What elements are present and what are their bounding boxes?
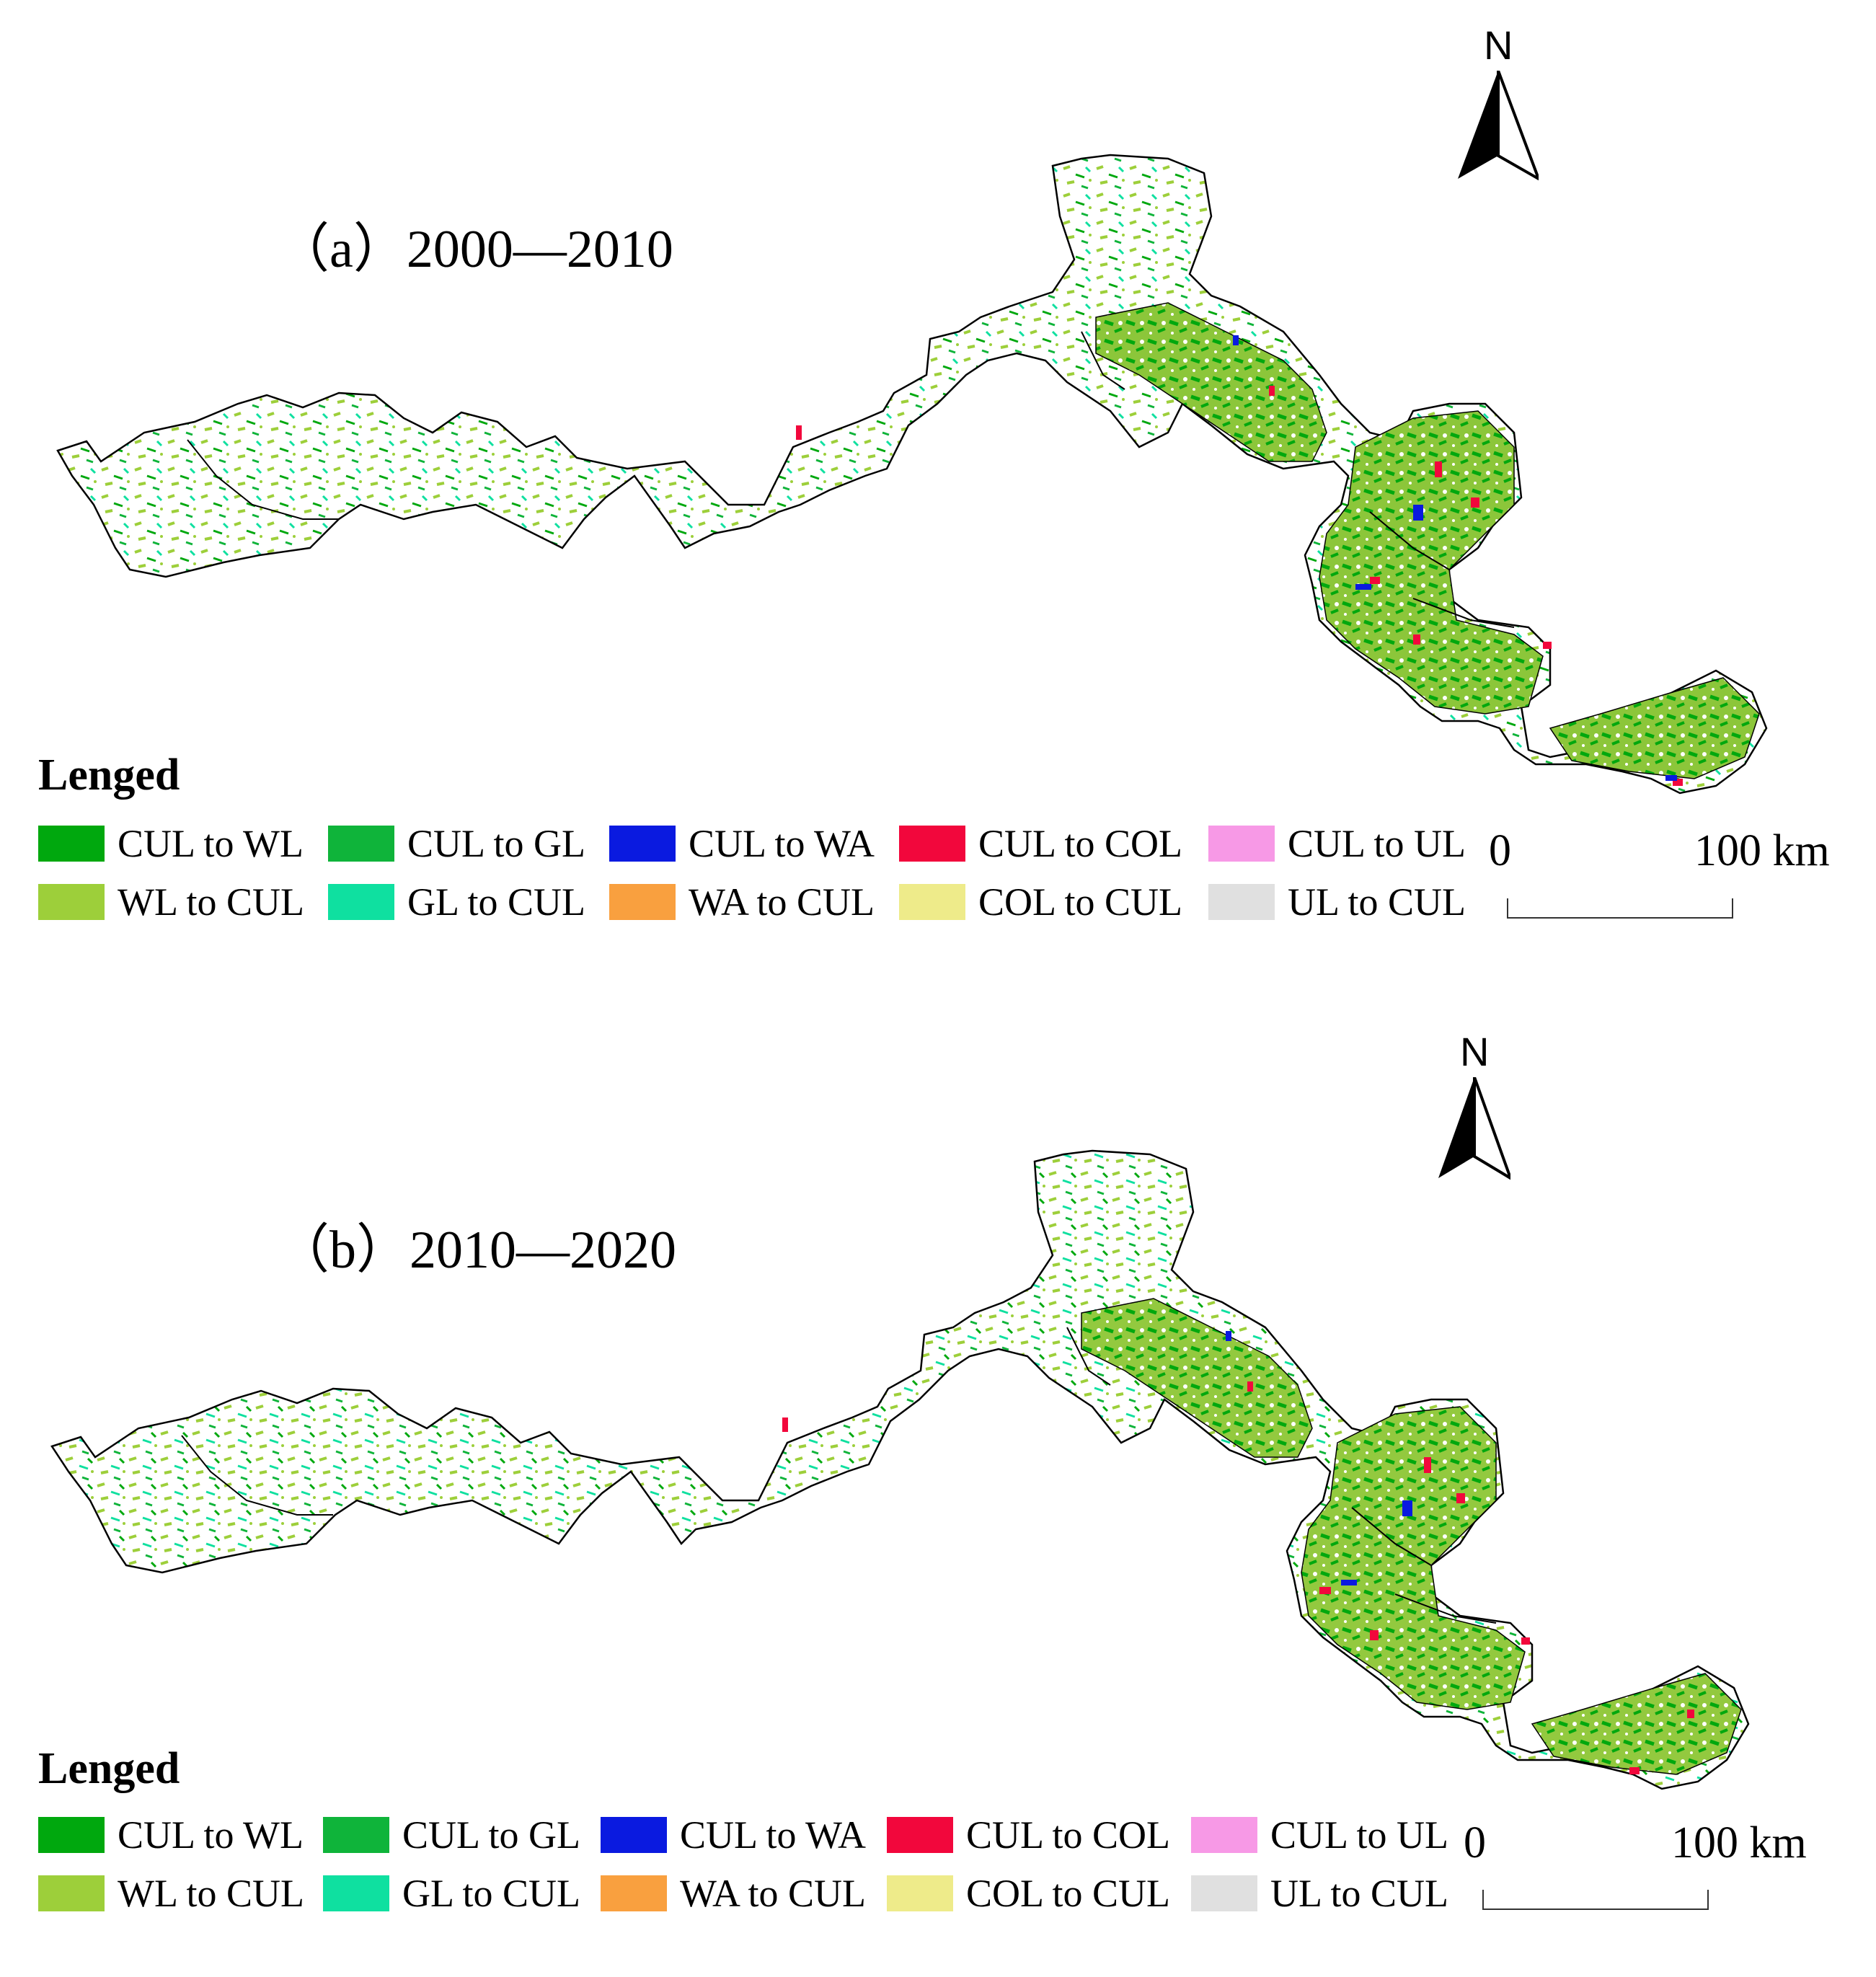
legend-item: WA to CUL (601, 1872, 866, 1915)
scale-end-label: 100 km (1694, 826, 1830, 875)
scale-start-label: 0 (1489, 826, 1511, 875)
legend-item: CUL to WL (38, 822, 304, 865)
legend-item: WA to CUL (609, 880, 875, 924)
scale-end-label: 100 km (1671, 1818, 1807, 1867)
legend-label: CUL to UL (1270, 1813, 1448, 1857)
legend-item: WL to CUL (38, 1872, 304, 1915)
cropland-to-water-patches (1226, 1331, 1412, 1585)
legend-item: UL to CUL (1191, 1872, 1448, 1915)
legend-label: CUL to UL (1288, 822, 1466, 865)
legend-swatch (601, 1817, 667, 1853)
legend-label: CUL to WA (680, 1813, 867, 1857)
scale-start-label: 0 (1464, 1818, 1486, 1867)
dense-cropland-change-zone (1531, 1673, 1742, 1775)
panel-title: （b）2010—2020 (276, 1221, 676, 1280)
legend-swatch (609, 884, 676, 920)
legend-swatch (323, 1817, 389, 1853)
legend-item: CUL to COL (899, 822, 1182, 865)
panel-title: （a）2000—2010 (276, 220, 673, 279)
legend-swatch (38, 1817, 105, 1853)
legend-item: CUL to COL (887, 1813, 1170, 1857)
legend-swatch (1208, 884, 1275, 920)
county-boundary (1066, 1327, 1111, 1386)
legend-swatch (1208, 826, 1275, 862)
county-boundary (1369, 511, 1450, 570)
legend-label: WL to CUL (118, 1872, 304, 1915)
legend-label: WA to CUL (689, 880, 875, 924)
legend-label: CUL to GL (407, 822, 585, 865)
legend-heading: Lenged (38, 1744, 180, 1793)
legend-label: CUL to WA (689, 822, 875, 865)
legend-label: COL to CUL (966, 1872, 1170, 1915)
legend-item: COL to CUL (887, 1872, 1170, 1915)
legend-item: CUL to WA (601, 1813, 866, 1857)
county-boundary (181, 1435, 333, 1516)
dense-cropland-change-zone (1081, 1298, 1313, 1458)
dense-cropland-change-zone (1319, 410, 1544, 715)
legend-swatch (38, 884, 105, 920)
legend-swatch (887, 1875, 953, 1911)
dense-cropland-change-zone (1301, 1406, 1526, 1710)
legend-label: GL to CUL (407, 880, 585, 924)
north-arrow: N (1438, 1028, 1510, 1187)
legend-item: CUL to UL (1191, 1813, 1448, 1857)
legend-item: CUL to GL (328, 822, 585, 865)
cropland-to-water-patches (1233, 335, 1677, 781)
north-label: N (1484, 22, 1513, 68)
scale-line (1482, 1890, 1709, 1910)
county-boundary (1351, 1507, 1432, 1566)
legend-label: CUL to COL (978, 822, 1182, 865)
legend-swatch (601, 1875, 667, 1911)
scale-line (1507, 898, 1733, 919)
legend-item: CUL to UL (1208, 822, 1466, 865)
legend-item: CUL to WL (38, 1813, 304, 1857)
legend-swatch (38, 826, 105, 862)
north-label: N (1460, 1029, 1490, 1074)
county-boundary (1394, 1593, 1497, 1624)
legend-item: CUL to WA (609, 822, 875, 865)
legend-swatch (328, 884, 394, 920)
legend-item: GL to CUL (328, 880, 585, 924)
legend-swatch (1191, 1817, 1257, 1853)
legend-item: COL to CUL (899, 880, 1182, 924)
land-use-change-map-a (56, 154, 1768, 795)
cropland-to-construction-patches (796, 386, 1683, 786)
map-panel-b: （b）2010—2020 N Lenged CUL to WL CUL to G… (0, 988, 1876, 1977)
legend-swatch (609, 826, 676, 862)
legend-label: UL to CUL (1288, 880, 1466, 924)
legend-label: WL to CUL (118, 880, 304, 924)
north-arrow-icon (1438, 1077, 1510, 1180)
legend-label: WA to CUL (680, 1872, 867, 1915)
legend-item: GL to CUL (323, 1872, 580, 1915)
north-arrow: N (1458, 22, 1539, 187)
legend-label: CUL to GL (402, 1813, 580, 1857)
legend-label: GL to CUL (402, 1872, 580, 1915)
legend-label: COL to CUL (978, 880, 1182, 924)
legend-swatch (328, 826, 394, 862)
legend-swatch (323, 1875, 389, 1911)
legend-heading: Lenged (38, 751, 180, 800)
legend-label: UL to CUL (1270, 1872, 1448, 1915)
legend-swatch (38, 1875, 105, 1911)
legend-label: CUL to WL (118, 1813, 304, 1857)
cropland-to-construction-patches (782, 1381, 1694, 1774)
county-boundary (1081, 331, 1125, 390)
study-area-boundary (56, 154, 1768, 795)
legend-item: WL to CUL (38, 880, 304, 924)
map-panel-a: （a）2000—2010 N Lenged CUL to WL CUL to G… (0, 0, 1876, 988)
legend-swatch (887, 1817, 953, 1853)
dense-cropland-change-zone (1095, 302, 1327, 462)
legend-label: CUL to COL (966, 1813, 1170, 1857)
legend-item: CUL to GL (323, 1813, 580, 1857)
legend-swatch (899, 826, 965, 862)
legend-swatch (1191, 1875, 1257, 1911)
county-boundary (187, 439, 339, 520)
legend-label: CUL to WL (118, 822, 304, 865)
north-arrow-icon (1458, 71, 1539, 181)
legend-swatch (899, 884, 965, 920)
legend-item: UL to CUL (1208, 880, 1466, 924)
dense-cropland-change-zone (1549, 677, 1760, 779)
land-use-change-map-b (50, 1149, 1750, 1790)
county-boundary (1412, 598, 1515, 628)
